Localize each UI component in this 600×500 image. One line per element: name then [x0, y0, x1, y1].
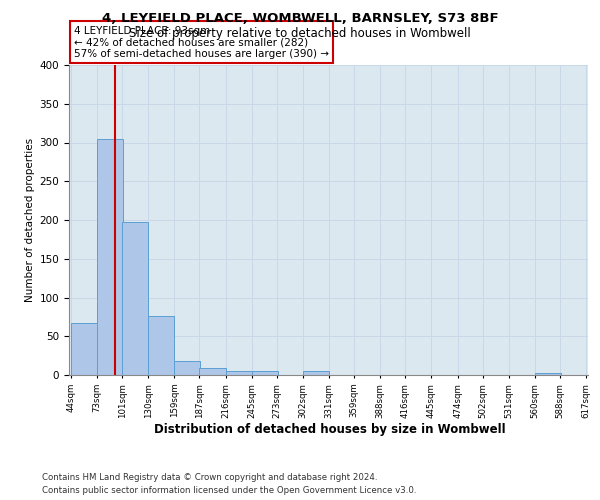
Text: 4, LEYFIELD PLACE, WOMBWELL, BARNSLEY, S73 8BF: 4, LEYFIELD PLACE, WOMBWELL, BARNSLEY, S…: [101, 12, 499, 26]
Text: 4 LEYFIELD PLACE: 93sqm
← 42% of detached houses are smaller (282)
57% of semi-d: 4 LEYFIELD PLACE: 93sqm ← 42% of detache…: [74, 26, 329, 59]
Text: Distribution of detached houses by size in Wombwell: Distribution of detached houses by size …: [154, 422, 506, 436]
Bar: [174, 361, 200, 375]
Bar: [251, 371, 278, 375]
Bar: [122, 222, 148, 375]
Bar: [226, 371, 251, 375]
Bar: [199, 368, 226, 375]
Text: Size of property relative to detached houses in Wombwell: Size of property relative to detached ho…: [129, 28, 471, 40]
Bar: [535, 372, 561, 375]
Bar: [71, 323, 97, 375]
Bar: [97, 138, 123, 375]
Bar: [303, 371, 329, 375]
Text: Contains public sector information licensed under the Open Government Licence v3: Contains public sector information licen…: [42, 486, 416, 495]
Bar: [148, 316, 174, 375]
Y-axis label: Number of detached properties: Number of detached properties: [25, 138, 35, 302]
Text: Contains HM Land Registry data © Crown copyright and database right 2024.: Contains HM Land Registry data © Crown c…: [42, 472, 377, 482]
